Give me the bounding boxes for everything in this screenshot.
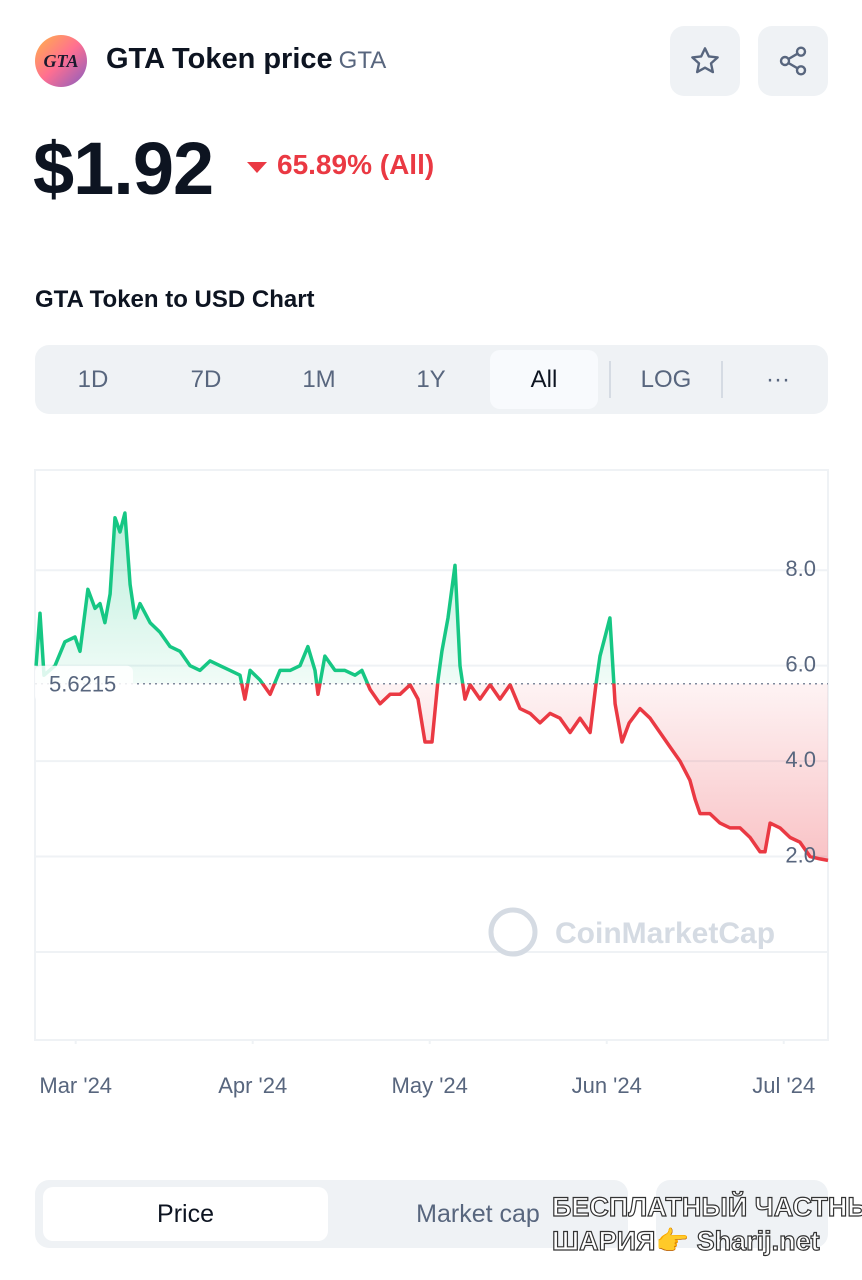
- range-tab[interactable]: 7D: [190, 365, 222, 393]
- chart-mode-tab[interactable]: Market cap: [416, 1199, 540, 1228]
- tab-separator: [609, 361, 611, 398]
- price-change: 65.89% (All): [277, 149, 435, 180]
- x-tick-label: Apr '24: [218, 1073, 287, 1098]
- range-tabs: 1D 7D 1M 1Y All LOG ···: [35, 345, 828, 414]
- overlay-watermark: ШАРИЯ👉 Sharij.net: [551, 1225, 820, 1256]
- watchlist-button[interactable]: [670, 26, 740, 96]
- token-symbol: GTA: [338, 47, 387, 74]
- chart-section-title: GTA Token to USD Chart: [35, 286, 315, 313]
- x-tick-label: May '24: [392, 1073, 468, 1098]
- price-chart: CoinMarketCap 5.6215 2.0 4.0 6.0 8.0 Mar '24 Ap…: [34, 469, 829, 1098]
- page-title: GTA Token price GTA: [106, 43, 386, 76]
- price-line: [34, 511, 829, 863]
- range-tab[interactable]: 1D: [77, 365, 109, 393]
- range-tab[interactable]: All: [490, 350, 598, 409]
- range-tab[interactable]: 1Y: [416, 365, 446, 393]
- baseline-label-box: [35, 665, 133, 702]
- y-tick-label: 8.0: [785, 556, 816, 581]
- down-arrow: [247, 162, 267, 173]
- watermark-logo: [488, 907, 538, 957]
- watermark: CoinMarketCap: [555, 917, 775, 950]
- chart-style-toggle[interactable]: [656, 1180, 828, 1248]
- more-tab[interactable]: ···: [766, 365, 790, 393]
- current-price: $1.92: [33, 127, 214, 210]
- star-icon: [691, 47, 719, 74]
- tab-separator: [721, 361, 723, 398]
- title-text: GTA Token price: [106, 43, 333, 75]
- scale-tab[interactable]: LOG: [640, 365, 692, 393]
- chart-mode-tab[interactable]: Price: [43, 1187, 328, 1241]
- y-tick-label: 2.0: [785, 842, 816, 867]
- x-tick-label: Jun '24: [572, 1073, 642, 1098]
- price-area: [36, 513, 829, 861]
- share-icon: [779, 46, 807, 76]
- y-tick-label: 4.0: [785, 747, 816, 772]
- share-button[interactable]: [758, 26, 828, 96]
- y-tick-label: 6.0: [785, 651, 816, 676]
- x-tick-label: Mar '24: [39, 1073, 112, 1098]
- baseline-label: 5.6215: [49, 672, 116, 697]
- chart-mode-tabs: Price Market cap: [35, 1180, 628, 1248]
- range-tab[interactable]: 1M: [302, 365, 336, 393]
- x-tick-label: Jul '24: [752, 1073, 815, 1098]
- overlay-watermark: БЕСПЛАТНЫЙ ЧАСТНЫЙ: [551, 1191, 862, 1222]
- token-logo: GTA: [35, 35, 87, 87]
